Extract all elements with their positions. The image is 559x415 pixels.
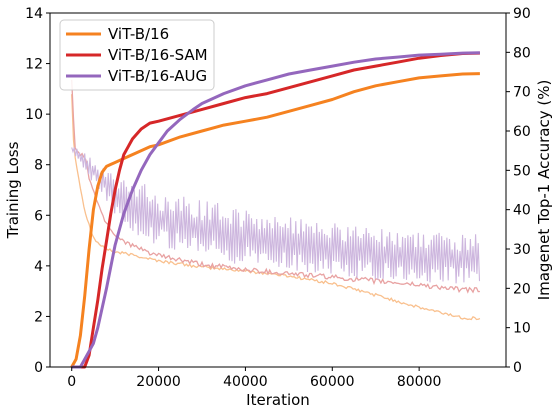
y-right-tick-label: 90 bbox=[513, 6, 531, 22]
x-tick-label: 40000 bbox=[223, 374, 268, 390]
y-right-tick-label: 40 bbox=[513, 203, 531, 219]
accuracy-curve-vit-b-16-aug bbox=[71, 51, 480, 369]
accuracy-curves bbox=[70, 51, 480, 369]
y-right-tick-label: 10 bbox=[513, 321, 531, 337]
legend-box bbox=[59, 19, 215, 91]
loss-curves bbox=[71, 79, 481, 321]
y-left-tick-label: 12 bbox=[25, 57, 43, 73]
y-right-tick-label: 70 bbox=[513, 85, 531, 101]
x-axis: 0 20000 40000 60000 80000 bbox=[67, 367, 441, 390]
y-axis-right: 0 10 20 30 40 50 60 70 80 90 bbox=[506, 6, 531, 376]
y-left-tick-label: 14 bbox=[25, 6, 43, 22]
y-right-tick-label: 30 bbox=[513, 242, 531, 258]
y-axis-left: 0 2 4 6 8 10 12 14 bbox=[25, 6, 50, 376]
y-axis-left-label: Training Loss bbox=[4, 141, 22, 239]
accuracy-curve-vit-b-16 bbox=[70, 72, 480, 368]
y-right-tick-label: 20 bbox=[513, 281, 531, 297]
loss-curve-vit-b-16-aug bbox=[71, 147, 481, 284]
x-tick-label: 20000 bbox=[136, 374, 181, 390]
y-right-tick-label: 60 bbox=[513, 124, 531, 140]
y-right-tick-label: 0 bbox=[513, 360, 522, 376]
legend-label-vit-b16-sam: ViT-B/16-SAM bbox=[108, 46, 208, 64]
y-right-tick-label: 80 bbox=[513, 45, 531, 61]
x-tick-label: 80000 bbox=[397, 374, 442, 390]
y-left-tick-label: 0 bbox=[34, 360, 43, 376]
y-axis-right-label: Imagenet Top-1 Accuracy (%) bbox=[535, 80, 553, 301]
y-left-tick-label: 4 bbox=[34, 259, 43, 275]
loss-curve-vit-b-16-sam bbox=[71, 79, 480, 294]
x-axis-label: Iteration bbox=[246, 391, 310, 409]
loss-curve-vit-b-16 bbox=[71, 94, 481, 321]
y-left-tick-label: 6 bbox=[34, 208, 43, 224]
y-left-tick-label: 10 bbox=[25, 107, 43, 123]
legend: ViT-B/16 ViT-B/16-SAM ViT-B/16-AUG bbox=[59, 19, 215, 91]
legend-label-vit-b16: ViT-B/16 bbox=[108, 25, 169, 43]
accuracy-curve-vit-b-16-sam bbox=[71, 51, 480, 369]
x-tick-label: 60000 bbox=[310, 374, 355, 390]
y-left-tick-label: 2 bbox=[34, 309, 43, 325]
y-right-tick-label: 50 bbox=[513, 163, 531, 179]
legend-label-vit-b16-aug: ViT-B/16-AUG bbox=[108, 67, 207, 85]
x-tick-label: 0 bbox=[67, 374, 76, 390]
plot-frame bbox=[49, 12, 507, 368]
y-left-tick-label: 8 bbox=[34, 158, 43, 174]
